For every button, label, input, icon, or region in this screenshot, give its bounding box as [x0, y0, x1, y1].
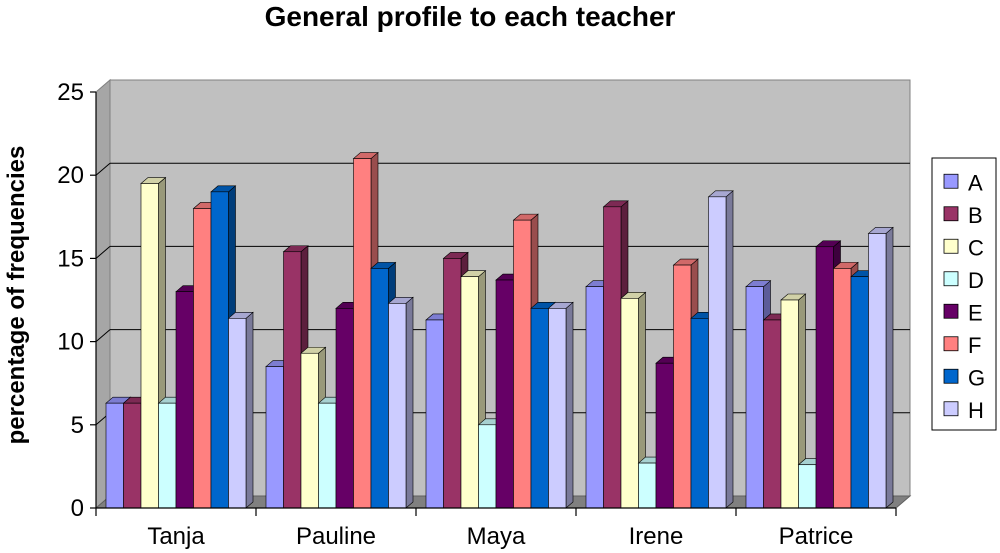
bar-side: [245, 311, 254, 509]
y-tick-label: 20: [57, 162, 84, 189]
bar-front: [283, 251, 302, 509]
bar: [227, 311, 254, 509]
bar-front: [585, 286, 604, 509]
y-axis-title: percentage of frequencies: [3, 146, 30, 445]
legend-swatch: [943, 336, 959, 352]
x-category-label: Pauline: [296, 523, 376, 550]
x-category-label: Patrice: [779, 523, 854, 550]
bar-front: [353, 158, 372, 509]
bar: [547, 301, 574, 509]
bar-front: [140, 183, 159, 509]
bar: [387, 296, 414, 509]
legend-label: D: [968, 268, 984, 293]
bar: [707, 190, 734, 509]
legend-swatch: [943, 303, 959, 319]
bar-front: [603, 206, 622, 509]
legend-label: C: [968, 235, 984, 260]
x-category-label: Irene: [629, 523, 684, 550]
legend-label: B: [968, 203, 983, 228]
legend-swatch: [943, 206, 959, 222]
bar-front: [175, 291, 194, 509]
bar-front: [763, 319, 782, 509]
bar-front: [850, 276, 869, 509]
bar-front: [513, 219, 532, 509]
y-tick-label: 5: [71, 412, 84, 439]
bar-side: [565, 301, 574, 509]
x-category-label: Maya: [467, 523, 526, 550]
legend-label: G: [968, 365, 985, 390]
bar-side: [885, 226, 894, 509]
bar-front: [638, 462, 657, 509]
bar-front: [193, 208, 212, 509]
gridline-side: [95, 246, 111, 259]
bar-front: [655, 362, 674, 509]
bar-front: [460, 276, 479, 509]
legend-label: F: [968, 333, 981, 358]
bar: [867, 226, 894, 509]
bar-front: [798, 464, 817, 509]
bar-front: [673, 264, 692, 509]
bar-front: [868, 233, 887, 509]
y-tick-label: 25: [57, 79, 84, 106]
legend-label: E: [968, 300, 983, 325]
bar-front: [745, 286, 764, 509]
y-tick-label: 10: [57, 329, 84, 356]
bar-front: [833, 268, 852, 509]
bar-front: [815, 246, 834, 509]
bar: [620, 291, 647, 509]
bar-front: [478, 424, 497, 509]
legend-label: A: [968, 170, 983, 195]
y-tick-label: 0: [71, 495, 84, 522]
bar-front: [388, 303, 407, 509]
bars-group: [105, 151, 894, 509]
y-tick-label: 15: [57, 245, 84, 272]
y-tick-labels: 0 5 10 15 20 25: [57, 79, 84, 522]
bar-front: [335, 308, 354, 509]
bar-front: [265, 366, 284, 509]
legend-swatch: [943, 401, 959, 417]
x-category-label: Tanja: [147, 523, 205, 550]
gridline-side: [95, 329, 111, 342]
legend-swatch: [943, 238, 959, 254]
bar-front: [105, 402, 124, 509]
bar-front: [210, 191, 229, 509]
bar-front: [300, 352, 319, 509]
bar-front: [708, 196, 727, 509]
chart-title: General profile to each teacher: [264, 1, 676, 32]
bar-side: [725, 190, 734, 509]
axes: [90, 91, 897, 516]
bar-front: [620, 298, 639, 509]
legend-box: [931, 157, 997, 431]
bar-front: [443, 258, 462, 509]
bar-front: [228, 318, 247, 509]
bar-front: [495, 279, 514, 509]
gridline-side: [95, 162, 111, 176]
legend-swatch: [943, 173, 959, 189]
bar-front: [690, 318, 709, 509]
bar-front: [158, 402, 177, 509]
bar-front: [370, 268, 389, 509]
bar-front: [425, 319, 444, 509]
bar-front: [530, 308, 549, 509]
x-category-labels: Tanja Pauline Maya Irene Patrice: [147, 523, 853, 550]
bar-front: [780, 299, 799, 509]
legend-label: H: [968, 398, 984, 423]
bar-front: [318, 402, 337, 509]
legend-swatch: [943, 368, 959, 384]
legend-swatch: [943, 271, 959, 287]
bar-front: [548, 308, 567, 509]
bar-front: [123, 402, 142, 509]
bar-side: [405, 296, 414, 509]
